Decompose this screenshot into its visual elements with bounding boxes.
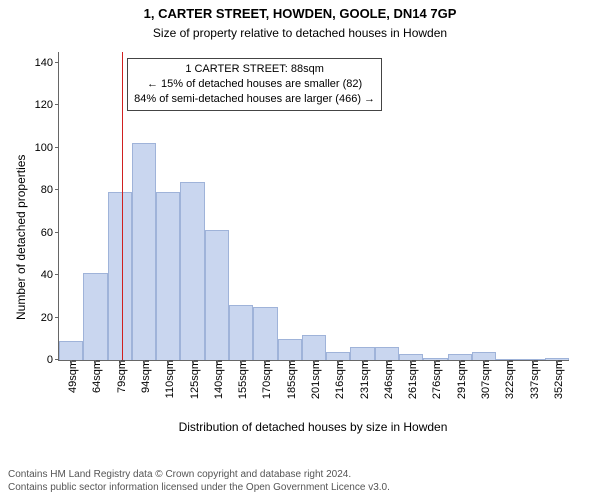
histogram-bar (83, 273, 107, 360)
x-tick-label: 337sqm (525, 360, 541, 399)
y-tick-mark (55, 317, 59, 318)
x-axis-label: Distribution of detached houses by size … (58, 420, 568, 434)
histogram-bar (472, 352, 496, 360)
y-tick-label: 120 (35, 99, 59, 111)
x-tick-mark (484, 360, 485, 364)
x-tick-label: 216sqm (330, 360, 346, 399)
x-tick-mark (338, 360, 339, 364)
x-tick-label: 276sqm (427, 360, 443, 399)
x-tick-mark (144, 360, 145, 364)
reference-marker-line (122, 52, 123, 360)
histogram-bar (205, 230, 229, 360)
x-tick-mark (557, 360, 558, 364)
x-tick-mark (265, 360, 266, 364)
histogram-bar (326, 352, 350, 360)
x-tick-label: 261sqm (403, 360, 419, 399)
annotation-box: 1 CARTER STREET: 88sqm ← 15% of detached… (127, 58, 382, 111)
x-tick-label: 79sqm (112, 360, 128, 393)
histogram-bar (253, 307, 277, 360)
x-tick-mark (314, 360, 315, 364)
x-tick-mark (217, 360, 218, 364)
histogram-bar (156, 192, 180, 360)
x-tick-label: 201sqm (306, 360, 322, 399)
chart-container: { "title": "1, CARTER STREET, HOWDEN, GO… (0, 0, 600, 500)
x-tick-mark (508, 360, 509, 364)
x-tick-mark (193, 360, 194, 364)
histogram-bar (108, 192, 132, 360)
y-tick-label: 60 (41, 227, 59, 239)
x-tick-mark (71, 360, 72, 364)
x-tick-label: 125sqm (185, 360, 201, 399)
x-tick-mark (120, 360, 121, 364)
annotation-line-1: 1 CARTER STREET: 88sqm (134, 62, 375, 77)
x-tick-label: 322sqm (500, 360, 516, 399)
y-tick-mark (55, 274, 59, 275)
y-tick-label: 20 (41, 312, 59, 324)
x-tick-mark (241, 360, 242, 364)
x-tick-mark (411, 360, 412, 364)
x-tick-mark (95, 360, 96, 364)
x-tick-mark (387, 360, 388, 364)
y-tick-label: 140 (35, 57, 59, 69)
x-tick-mark (435, 360, 436, 364)
x-tick-label: 64sqm (87, 360, 103, 393)
y-tick-mark (55, 147, 59, 148)
x-tick-label: 110sqm (160, 360, 176, 398)
y-tick-label: 100 (35, 142, 59, 154)
x-tick-label: 140sqm (209, 360, 225, 399)
histogram-bar (375, 347, 399, 360)
x-tick-label: 49sqm (63, 360, 79, 393)
histogram-bar (350, 347, 374, 360)
y-tick-mark (55, 104, 59, 105)
histogram-bar (180, 182, 204, 360)
x-tick-label: 246sqm (379, 360, 395, 399)
y-tick-label: 80 (41, 184, 59, 196)
chart-title: 1, CARTER STREET, HOWDEN, GOOLE, DN14 7G… (0, 6, 600, 21)
chart-subtitle: Size of property relative to detached ho… (0, 26, 600, 40)
annotation-line-3: 84% of semi-detached houses are larger (… (134, 92, 375, 107)
x-tick-label: 155sqm (233, 360, 249, 399)
y-tick-label: 0 (47, 354, 59, 366)
footer-line-1: Contains HM Land Registry data © Crown c… (8, 468, 390, 481)
y-tick-label: 40 (41, 269, 59, 281)
x-tick-mark (290, 360, 291, 364)
y-tick-mark (55, 232, 59, 233)
histogram-bar (302, 335, 326, 360)
footer-line-2: Contains public sector information licen… (8, 481, 390, 494)
y-axis-label: Number of detached properties (14, 155, 28, 320)
x-tick-mark (533, 360, 534, 364)
x-tick-mark (168, 360, 169, 364)
x-tick-label: 170sqm (257, 360, 273, 399)
histogram-bar (229, 305, 253, 360)
x-tick-label: 307sqm (476, 360, 492, 399)
histogram-bar (59, 341, 83, 360)
y-tick-mark (55, 62, 59, 63)
x-tick-label: 231sqm (355, 360, 371, 399)
histogram-bar (132, 143, 156, 360)
x-tick-mark (363, 360, 364, 364)
x-tick-label: 94sqm (136, 360, 152, 393)
x-tick-label: 185sqm (282, 360, 298, 399)
x-tick-label: 291sqm (452, 360, 468, 399)
x-tick-mark (460, 360, 461, 364)
footer: Contains HM Land Registry data © Crown c… (8, 468, 390, 494)
y-tick-mark (55, 189, 59, 190)
annotation-line-2: ← 15% of detached houses are smaller (82… (134, 77, 375, 92)
x-tick-label: 352sqm (549, 360, 565, 399)
histogram-bar (278, 339, 302, 360)
